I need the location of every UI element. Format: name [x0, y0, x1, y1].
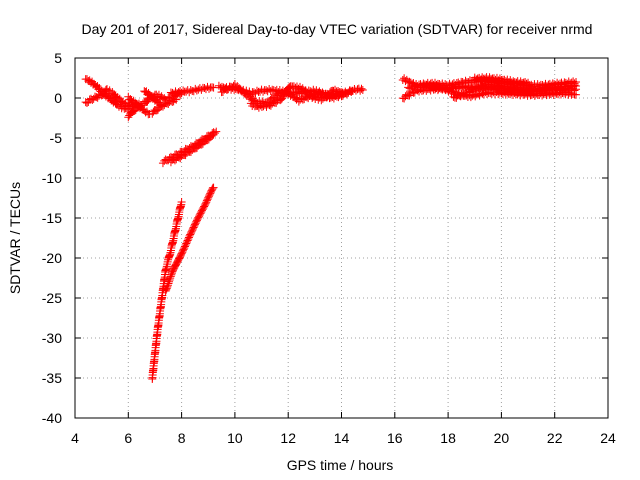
y-tick-label: 5 — [54, 50, 62, 66]
y-tick-label: -10 — [42, 170, 62, 186]
data-point — [348, 86, 357, 95]
data-point — [357, 84, 366, 93]
y-tick-label: -30 — [42, 330, 62, 346]
chart-title: Day 201 of 2017, Sidereal Day-to-day VTE… — [82, 21, 593, 37]
data-point — [522, 79, 531, 88]
series-group — [158, 127, 221, 168]
data-point — [204, 135, 213, 144]
data-point — [323, 92, 332, 101]
y-tick-label: -15 — [42, 210, 62, 226]
data-point — [163, 282, 172, 291]
data-point — [136, 104, 145, 113]
data-point — [127, 96, 136, 105]
data-point — [177, 198, 186, 206]
series-group — [398, 73, 581, 103]
data-point — [572, 85, 581, 94]
data-point — [340, 89, 349, 98]
data-point — [114, 96, 123, 105]
y-tick-label: -20 — [42, 250, 62, 266]
x-axis-label: GPS time / hours — [287, 457, 394, 473]
data-point — [170, 95, 179, 104]
data-point — [163, 281, 172, 290]
x-tick-label: 16 — [387, 430, 403, 446]
data-point — [209, 130, 218, 139]
data-point — [524, 78, 533, 87]
data-point — [98, 91, 107, 100]
data-point — [124, 113, 133, 122]
x-tick-labels: 4 6 8 10 12 14 16 18 20 22 24 — [71, 430, 616, 446]
data-point — [145, 91, 154, 100]
data-point — [165, 275, 174, 284]
data-point — [128, 98, 137, 107]
x-tick-label: 24 — [600, 430, 616, 446]
data-point — [111, 92, 120, 101]
data-point — [164, 279, 173, 288]
data-point — [166, 272, 175, 281]
data-point — [143, 90, 152, 99]
x-tick-label: 6 — [124, 430, 132, 446]
data-point — [279, 92, 288, 101]
x-tick-label: 20 — [494, 430, 510, 446]
x-tick-label: 22 — [547, 430, 563, 446]
y-tick-label: -35 — [42, 370, 62, 386]
y-tick-label: -40 — [42, 410, 62, 426]
data-point — [93, 82, 102, 91]
series-group — [81, 75, 218, 122]
data-point — [346, 87, 355, 96]
data-point — [358, 86, 367, 94]
x-tick-label: 12 — [280, 430, 296, 446]
x-tick-label: 8 — [178, 430, 186, 446]
data-point — [109, 98, 118, 107]
data-point — [209, 83, 218, 92]
data-markers — [81, 73, 581, 383]
x-tick-label: 4 — [71, 430, 79, 446]
data-point — [281, 89, 290, 98]
data-point — [111, 99, 120, 108]
y-tick-labels: 5 0 -5 -10 -15 -20 -25 -30 -35 -40 — [42, 50, 62, 426]
data-point — [150, 96, 159, 105]
data-point — [86, 78, 95, 87]
data-point — [133, 102, 142, 111]
data-point — [166, 274, 175, 283]
series-group — [148, 183, 218, 383]
y-tick-label: -25 — [42, 290, 62, 306]
data-point — [107, 96, 116, 105]
data-point — [132, 100, 141, 109]
data-point — [208, 185, 217, 194]
data-point — [148, 94, 157, 103]
series-group — [214, 80, 367, 112]
data-point — [209, 183, 218, 192]
y-axis-label: SDTVAR / TECUs — [7, 182, 23, 294]
axis-ticks — [74, 57, 609, 419]
data-point — [91, 81, 100, 90]
data-point — [94, 85, 103, 94]
y-tick-label: 0 — [54, 90, 62, 106]
data-point — [106, 94, 115, 103]
data-point — [570, 86, 579, 95]
data-point — [486, 89, 495, 98]
data-point — [280, 91, 289, 100]
data-point — [99, 89, 108, 98]
data-point — [338, 88, 347, 97]
data-point — [143, 97, 152, 106]
data-point — [481, 88, 490, 97]
data-point — [172, 95, 181, 104]
data-point — [131, 105, 140, 114]
x-tick-label: 14 — [334, 430, 350, 446]
x-tick-label: 10 — [227, 430, 243, 446]
data-point — [165, 277, 174, 286]
y-tick-label: -5 — [50, 130, 63, 146]
x-tick-label: 18 — [440, 430, 456, 446]
